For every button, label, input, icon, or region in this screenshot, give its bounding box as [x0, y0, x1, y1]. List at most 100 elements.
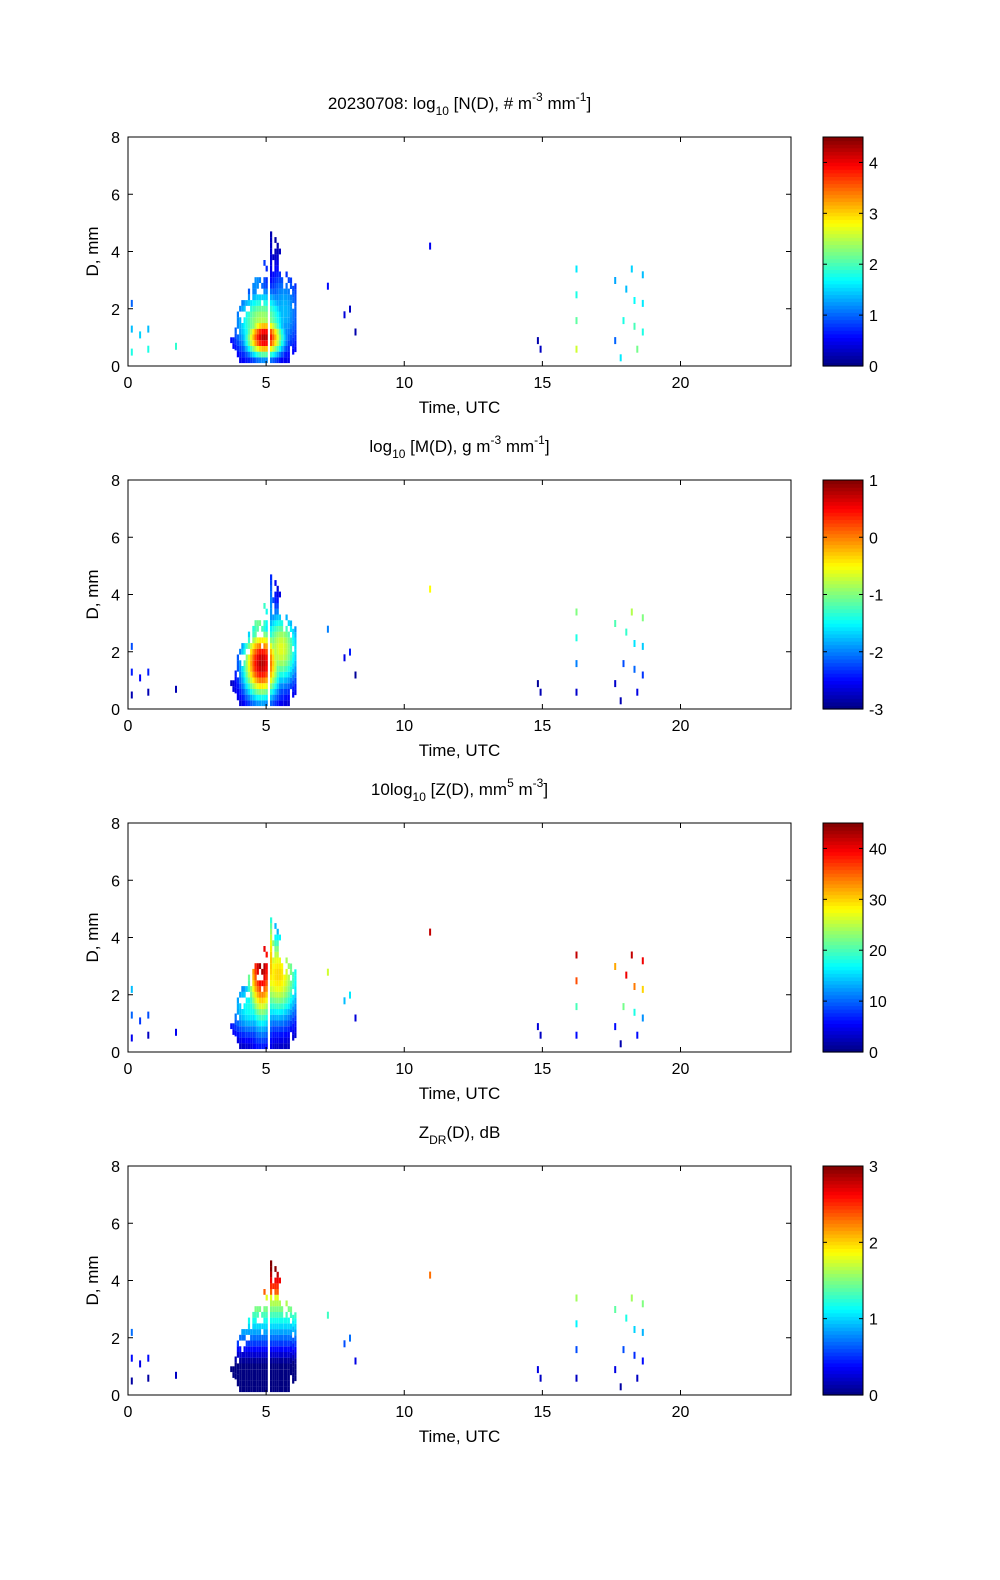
colorbar-segment [823, 848, 863, 853]
heat-cell [278, 1031, 281, 1038]
heat-cell [294, 334, 297, 341]
heat-cell [252, 1329, 255, 1335]
heat-cell [250, 997, 253, 1004]
heat-cell [285, 1380, 288, 1387]
heat-cell [270, 997, 273, 1004]
heat-cell [243, 1037, 246, 1044]
colorbar-segment [823, 908, 863, 914]
heat-cell [283, 1357, 286, 1364]
title-part: (D), dB [446, 1123, 500, 1142]
heat-cell [281, 666, 284, 672]
heat-cell [274, 1334, 277, 1341]
heat-cell [292, 1343, 295, 1350]
speck [641, 271, 644, 279]
title-part: ] [543, 780, 548, 799]
y-tick-label: 4 [111, 931, 120, 948]
colorbar-segment [823, 569, 863, 574]
speck [539, 688, 542, 696]
heat-cell [250, 323, 253, 329]
heat-cell [287, 334, 290, 341]
heat-cell [263, 1363, 266, 1370]
heat-cell [270, 1380, 273, 1387]
heat-cell [281, 1329, 284, 1335]
heat-cell [258, 1031, 262, 1038]
heat-cell [272, 305, 275, 312]
colorbar-segment [823, 147, 863, 152]
heat-cell [294, 323, 297, 330]
heat-cell [247, 671, 251, 678]
title-part: log [369, 437, 392, 456]
heat-cell [294, 1003, 297, 1010]
heat-cell [274, 637, 277, 644]
heat-cell [250, 1020, 253, 1027]
heat-cell [285, 1386, 288, 1393]
x-tick-label: 15 [533, 1404, 551, 1421]
heat-cell [258, 991, 262, 998]
heat-cell [252, 683, 255, 689]
heat-cell [254, 1009, 257, 1015]
heat-cell [294, 300, 297, 307]
heat-cell [245, 666, 248, 672]
heat-cell [294, 998, 297, 1004]
heat-cell [247, 1363, 251, 1370]
heat-cell [294, 637, 297, 644]
heat-cell [281, 1306, 284, 1312]
heat-cell [261, 1369, 264, 1375]
heat-cell [245, 986, 248, 992]
heat-cell [294, 1312, 297, 1319]
heat-cell [294, 1026, 297, 1033]
colorbar-segment [823, 637, 863, 642]
heat-cell [289, 1340, 293, 1347]
heat-cell [285, 671, 288, 678]
heat-cell [276, 328, 279, 335]
colorbar-segment [823, 883, 863, 889]
heat-cell [283, 311, 286, 318]
colorbar-segment [823, 1191, 863, 1196]
heat-cell [241, 643, 244, 649]
speck [575, 688, 578, 696]
heat-cell [261, 625, 264, 632]
speck [326, 1311, 329, 1319]
heat-cell [261, 968, 264, 975]
heat-cell [254, 997, 257, 1004]
colorbar-segment [823, 312, 863, 317]
heat-cell [274, 631, 277, 638]
heat-cell [283, 357, 286, 364]
heat-cell [274, 1386, 277, 1393]
heat-cell [245, 1043, 248, 1050]
heat-cell [289, 311, 293, 318]
heat-cell [256, 991, 259, 998]
colorbar-segment [823, 480, 863, 485]
heat-cell [278, 317, 281, 324]
colorbar-segment [823, 1276, 863, 1282]
colorbar-segment [823, 605, 863, 610]
heat-cell [250, 351, 253, 358]
heat-cell [254, 305, 257, 312]
heat-cell [236, 1346, 239, 1352]
heat-cell [270, 1346, 273, 1353]
heat-cell [270, 242, 273, 249]
heat-cell [270, 666, 273, 672]
heat-cell [285, 648, 288, 655]
colorbar-segment [823, 247, 863, 253]
y-tick-label: 8 [111, 1159, 120, 1176]
y-tick-label: 8 [111, 473, 120, 490]
colorbar-segment [823, 930, 863, 935]
heat-cell [274, 1317, 277, 1324]
speck [625, 1314, 628, 1322]
colorbar-tick-label: -2 [869, 645, 883, 662]
heat-cell [239, 688, 242, 695]
heat-cell [281, 1003, 284, 1010]
heat-cell [278, 654, 281, 661]
heat-cell [285, 1043, 288, 1050]
heat-cell [243, 305, 246, 312]
heat-cell [276, 1380, 279, 1387]
heat-cell [283, 328, 286, 335]
heat-cell [256, 625, 259, 632]
heat-cell [287, 294, 290, 301]
heat-cell [283, 1346, 286, 1353]
heat-cell [276, 282, 279, 289]
speck [343, 311, 346, 319]
heat-cell [252, 1020, 255, 1027]
